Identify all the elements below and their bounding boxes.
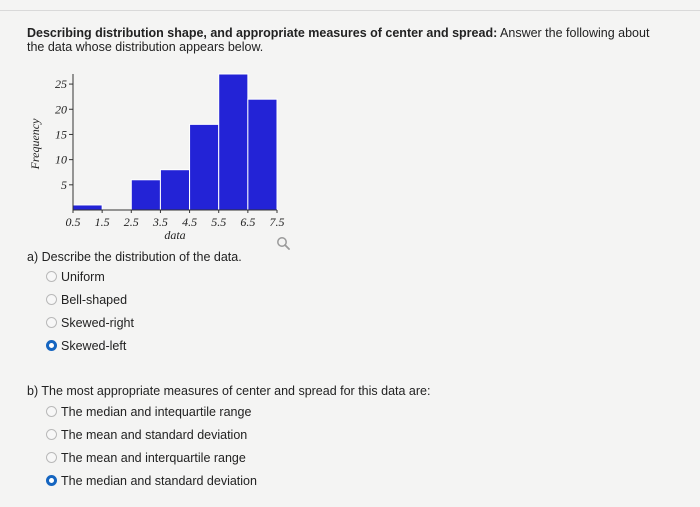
y-axis-title: Frequency (28, 118, 42, 171)
x-tick-label: 0.5 (66, 215, 81, 229)
x-tick-label: 2.5 (124, 215, 139, 229)
part-b-options: The median and intequartile range The mea… (46, 400, 257, 492)
part-a-option[interactable]: Skewed-right (46, 311, 134, 334)
histogram-bar (189, 123, 220, 211)
y-tick-label: 5 (61, 178, 67, 192)
part-b-option-label: The mean and standard deviation (61, 427, 248, 442)
part-b-option-label: The median and standard deviation (61, 473, 257, 488)
part-b-radio-button[interactable] (46, 406, 57, 417)
x-axis-title: data (164, 228, 185, 242)
part-b-prompt: b) The most appropriate measures of cent… (27, 384, 431, 398)
part-b-option[interactable]: The mean and standard deviation (46, 423, 257, 446)
y-tick-label: 25 (55, 77, 67, 91)
x-tick-label: 7.5 (270, 215, 285, 229)
x-tick-label: 4.5 (182, 215, 197, 229)
part-a-option[interactable]: Uniform (46, 265, 134, 288)
y-tick-label: 10 (55, 153, 67, 167)
histogram-bar (72, 204, 103, 211)
part-a-option-label: Skewed-right (61, 315, 134, 330)
part-a-radio-button[interactable] (46, 271, 57, 282)
part-a-option-label: Uniform (61, 269, 105, 284)
magnifier-icon[interactable] (276, 236, 290, 250)
part-b-radio-button[interactable] (46, 429, 57, 440)
part-b-option-label: The mean and interquartile range (61, 450, 246, 465)
top-divider (0, 10, 700, 11)
part-a-radio-button[interactable] (46, 317, 57, 328)
part-b-option-label: The median and intequartile range (61, 404, 252, 419)
part-b-option[interactable]: The mean and interquartile range (46, 446, 257, 469)
part-a-radio-button[interactable] (46, 340, 57, 351)
part-b-radio-button[interactable] (46, 452, 57, 463)
question-text: Describing distribution shape, and appro… (27, 26, 667, 54)
question-title-rest: Answer the following about the data whos… (27, 26, 650, 54)
histogram-bar (159, 169, 191, 211)
y-tick-label: 15 (55, 127, 67, 141)
part-a-option[interactable]: Skewed-left (46, 334, 134, 357)
part-b-radio-button[interactable] (46, 475, 57, 486)
part-b-option[interactable]: The median and intequartile range (46, 400, 257, 423)
part-a-option-label: Skewed-left (61, 338, 127, 353)
histogram: 5 10 15 20 25 0.5 1.5 2.5 3.5 4.5 5.5 6.5 7.5 data Fre… (25, 70, 295, 250)
question-title-bold: Describing distribution shape, and appro… (27, 26, 498, 40)
histogram-bar (130, 179, 161, 211)
x-tick-label: 6.5 (240, 215, 255, 229)
x-tick-label: 5.5 (211, 215, 226, 229)
y-tick-label: 20 (55, 102, 67, 116)
x-tick-label: 1.5 (95, 215, 110, 229)
part-a-radio-button[interactable] (46, 294, 57, 305)
part-a-option-label: Bell-shaped (61, 292, 128, 307)
histogram-bar (218, 73, 249, 211)
part-a-options: Uniform Bell-shaped Skewed-right Skewed-lef… (46, 265, 134, 357)
x-tick-label: 3.5 (152, 215, 168, 229)
part-a-prompt: a) Describe the distribution of the data… (27, 250, 242, 264)
part-a-option[interactable]: Bell-shaped (46, 288, 134, 311)
part-b-option[interactable]: The median and standard deviation (46, 469, 257, 492)
histogram-bar (247, 98, 278, 211)
histogram-svg: 5 10 15 20 25 0.5 1.5 2.5 3.5 4.5 5.5 6.5 7.5 data Fre… (28, 73, 285, 242)
